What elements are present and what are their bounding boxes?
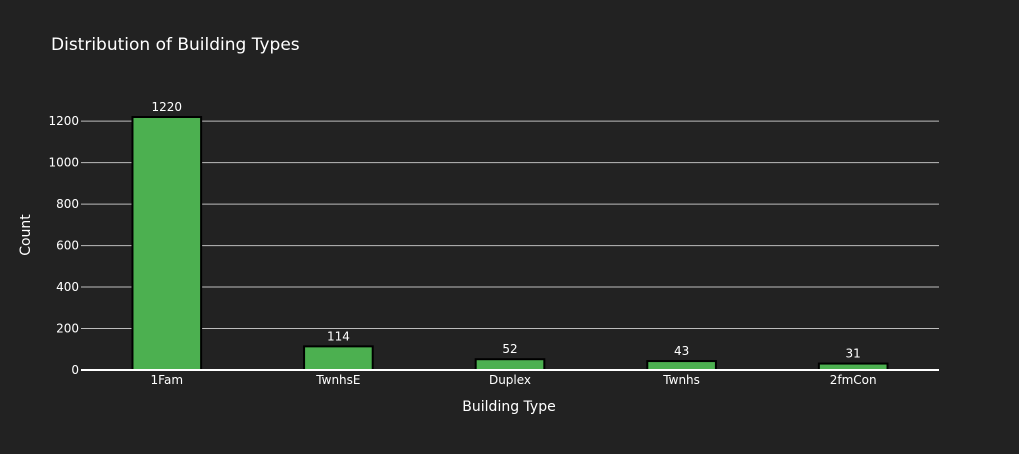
gridlines (81, 120, 939, 330)
x-axis-ticks: 1Fam TwnhsE Duplex Twnhs 2fmCon (151, 373, 877, 387)
x-axis-title: Building Type (462, 399, 555, 415)
y-axis-title: Count (18, 214, 34, 256)
x-tick-label: 1Fam (151, 373, 183, 387)
x-tick-label: Duplex (489, 373, 531, 387)
y-tick-label: 600 (56, 239, 79, 253)
bar-Duplex[interactable] (474, 358, 546, 372)
data-label: 43 (674, 344, 689, 358)
bar-TwnhsE[interactable] (303, 345, 374, 371)
bars (131, 116, 889, 372)
x-tick-label: Twnhs (662, 373, 700, 387)
y-tick-label: 800 (56, 197, 79, 211)
y-tick-label: 1000 (48, 156, 79, 170)
y-tick-label: 200 (56, 322, 79, 336)
data-label: 114 (327, 329, 350, 343)
y-tick-label: 1200 (48, 114, 79, 128)
chart-title: Distribution of Building Types (51, 35, 300, 55)
y-tick-label: 0 (71, 363, 79, 377)
bar-1Fam[interactable] (131, 116, 203, 371)
data-label: 52 (502, 342, 517, 356)
x-tick-label: 2fmCon (830, 373, 877, 387)
data-labels: 1220 114 52 43 31 (152, 100, 861, 361)
bar-Twnhs[interactable] (646, 360, 717, 372)
data-label: 1220 (152, 100, 183, 114)
data-label: 31 (846, 347, 861, 361)
x-tick-label: TwnhsE (315, 373, 360, 387)
y-axis-ticks: 0 200 400 600 800 1000 1200 (48, 114, 79, 377)
y-tick-label: 400 (56, 280, 79, 294)
